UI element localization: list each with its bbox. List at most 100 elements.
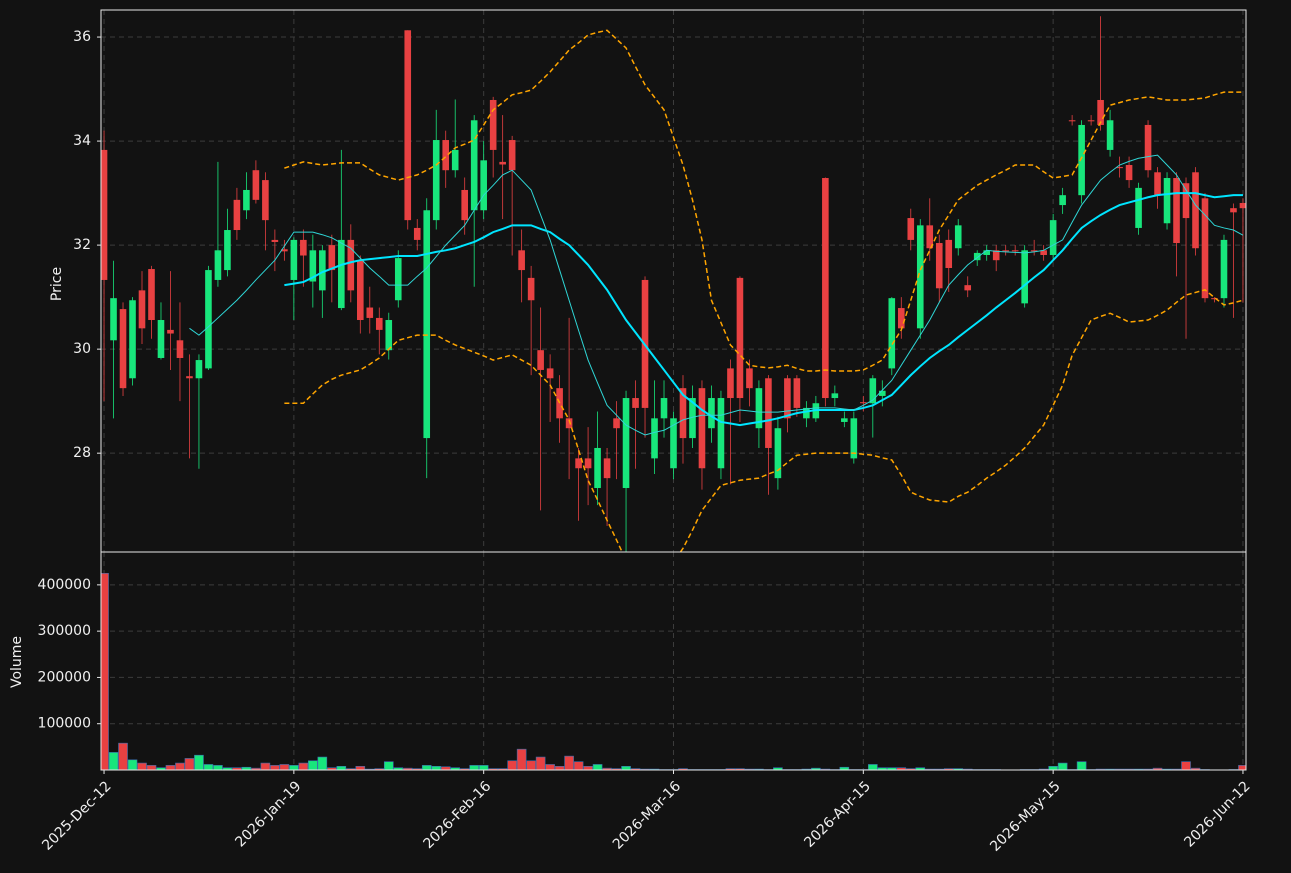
- candle-body: [1087, 120, 1095, 122]
- volume-bar: [516, 748, 527, 770]
- candle-body: [622, 398, 630, 489]
- indicator-line: [284, 192, 1243, 427]
- candle-body: [708, 398, 715, 429]
- volume-bar: [101, 572, 109, 770]
- candle-body: [442, 140, 450, 171]
- candle-body: [157, 320, 165, 358]
- volume-bar: [450, 767, 461, 770]
- candle-body: [1201, 198, 1209, 299]
- candle-body: [480, 160, 487, 211]
- candle-body: [110, 298, 117, 341]
- candle-body: [1154, 172, 1161, 196]
- volume-bar: [137, 762, 147, 770]
- volume-bar: [1181, 761, 1191, 770]
- candle-body: [945, 239, 953, 268]
- volume-bar: [535, 756, 546, 770]
- volume-bar: [402, 767, 413, 770]
- volume-bar: [1057, 762, 1068, 770]
- volume-bar: [421, 765, 432, 770]
- volume-bar: [868, 764, 878, 770]
- candle-body: [841, 418, 848, 422]
- candle-body: [1144, 124, 1152, 171]
- candle-body: [973, 252, 981, 261]
- volume-bar: [298, 762, 309, 770]
- candle-body: [281, 249, 288, 252]
- candle-body: [1211, 298, 1218, 300]
- volume-bar: [279, 764, 290, 770]
- candle-body: [138, 290, 146, 329]
- candle-body: [765, 378, 772, 448]
- candle-body: [338, 239, 345, 309]
- volume-bar: [194, 754, 204, 770]
- candle-body: [1192, 172, 1199, 249]
- y-tick-label: 32: [73, 237, 91, 253]
- candle-body: [1135, 187, 1142, 228]
- candle-body: [784, 378, 791, 419]
- volume-bar: [886, 767, 897, 770]
- volume-bar: [1076, 761, 1087, 770]
- volume-bar: [621, 765, 631, 770]
- volume-bar: [270, 765, 280, 770]
- volume-bar: [564, 755, 574, 770]
- volume-bar: [317, 756, 328, 770]
- volume-axis-label: Volume: [9, 636, 25, 688]
- candle-body: [413, 227, 421, 240]
- volume-bar: [877, 767, 888, 770]
- candle-body: [1163, 178, 1171, 224]
- candle-body: [423, 210, 431, 439]
- candle-body: [1021, 250, 1028, 304]
- candle-body: [1040, 250, 1047, 255]
- volume-bar: [602, 767, 612, 770]
- candle-body: [727, 368, 734, 399]
- candle-body: [205, 270, 212, 369]
- volume-bar: [592, 764, 603, 770]
- candle-body: [1049, 220, 1057, 255]
- y-axis-label: Price: [49, 267, 65, 301]
- candle-body: [394, 258, 402, 301]
- candle-body: [1220, 239, 1228, 299]
- candle-body: [290, 239, 298, 280]
- price-panel: [101, 16, 1246, 552]
- candle-body: [954, 225, 962, 249]
- candle-body: [451, 149, 459, 171]
- candle-body: [822, 178, 829, 399]
- indicator-line: [189, 154, 1244, 436]
- volume-bar: [431, 765, 442, 770]
- volume-bar: [289, 765, 299, 770]
- candle-body: [1011, 250, 1019, 252]
- candle-body: [660, 398, 668, 419]
- candle-body: [698, 388, 706, 469]
- candle-body: [129, 300, 136, 379]
- candle-body: [774, 428, 782, 479]
- candle-body: [262, 180, 269, 221]
- candle-body: [1106, 120, 1114, 150]
- candle-body: [252, 170, 260, 200]
- y-tick-label: 300000: [38, 623, 91, 639]
- candle-body: [860, 402, 867, 404]
- candle-body: [679, 388, 687, 439]
- volume-bar: [554, 765, 565, 770]
- volume-bar: [1190, 767, 1201, 770]
- candle-body: [1002, 250, 1009, 252]
- indicator-line: [284, 289, 1244, 552]
- volume-bar: [1048, 765, 1058, 770]
- candle-body: [983, 250, 991, 255]
- candle-body: [537, 350, 544, 370]
- volume-bar: [127, 759, 138, 770]
- volume-bar: [526, 760, 536, 770]
- y-tick-label: 28: [73, 445, 91, 461]
- y-tick-label: 200000: [38, 669, 91, 685]
- candle-body: [233, 199, 241, 231]
- candle-body: [1030, 250, 1038, 252]
- volume-bar: [327, 767, 337, 770]
- candle-body: [613, 418, 620, 429]
- volume-bar: [1152, 767, 1163, 770]
- candle-body: [926, 225, 934, 249]
- candle-body: [1125, 165, 1133, 181]
- volume-bar: [811, 767, 821, 770]
- candle-body: [879, 390, 886, 396]
- volume-bar: [175, 762, 185, 770]
- candle-body: [736, 277, 744, 399]
- volume-bar: [146, 765, 157, 770]
